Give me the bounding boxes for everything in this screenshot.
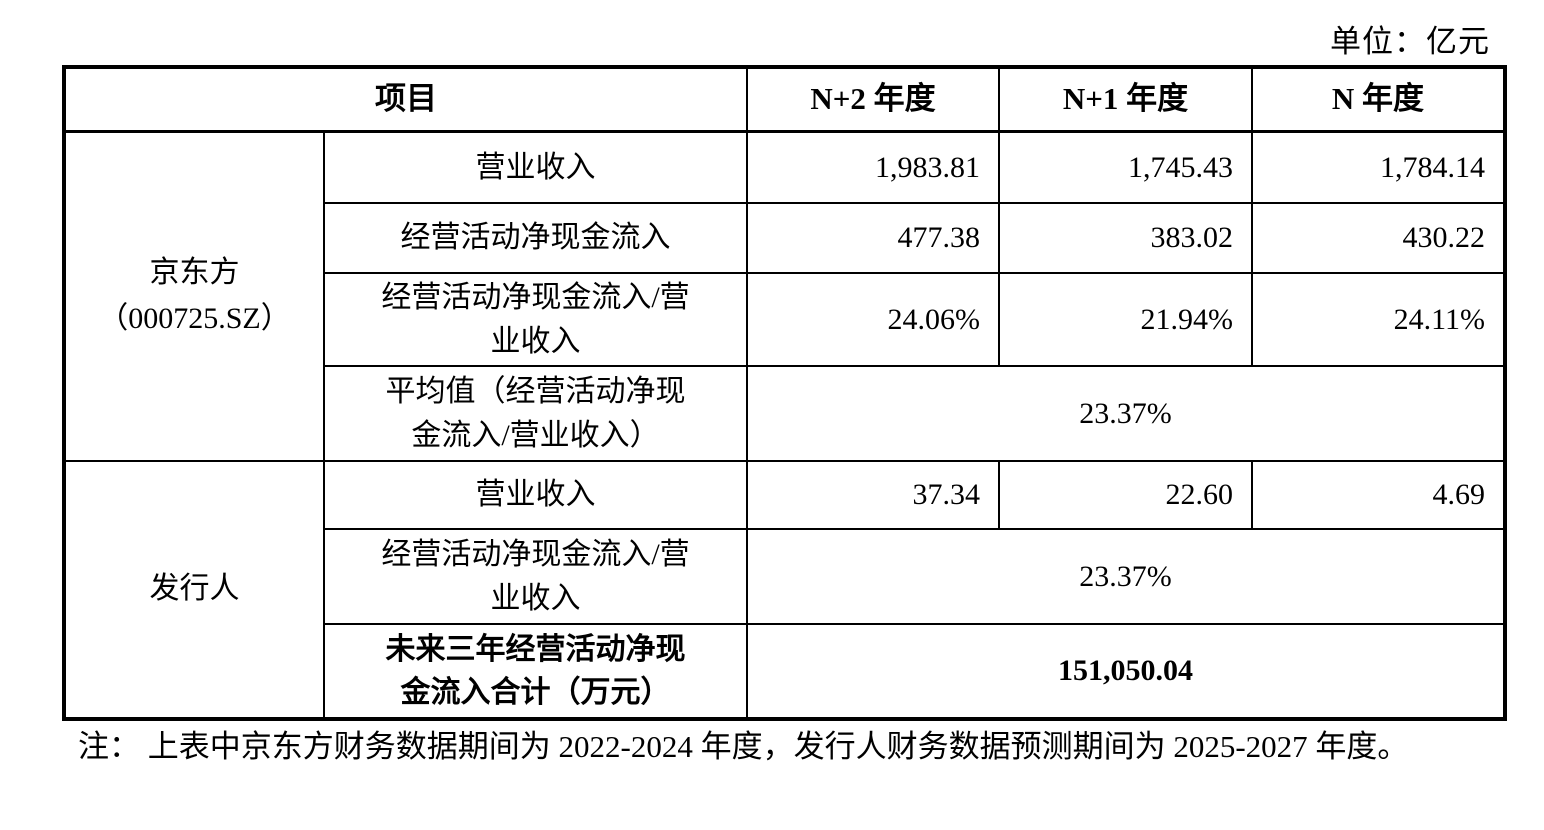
value-n1: 383.02: [998, 202, 1253, 274]
value-n2: 1,983.81: [746, 130, 1000, 204]
table-row-issuer-revenue: 发行人 营业收入 37.34 22.60 4.69: [63, 460, 1506, 720]
entity-cell-issuer: 发行人: [63, 460, 325, 720]
header-n1: N+1 年度: [998, 66, 1253, 133]
value-n: 4.69: [1251, 460, 1506, 530]
value-n: 24.11%: [1251, 272, 1506, 367]
table-row-boe-average: 平均值（经营活动净现金流入/营业收入） 23.37%: [64, 365, 1506, 462]
header-n: N 年度: [1251, 66, 1506, 133]
header-item: 项目: [63, 66, 748, 133]
table-row-boe-cashflow: 经营活动净现金流入 477.38 383.02 430.22: [64, 202, 1506, 274]
row-label: 营业收入: [323, 130, 748, 204]
row-label: 经营活动净现金流入/营业收入: [323, 272, 748, 367]
merged-value-issuer-total: 151,050.04: [746, 623, 1506, 720]
value-n2: 24.06%: [746, 272, 1000, 367]
value-n1: 1,745.43: [998, 130, 1253, 204]
table-header-row: 项目 N+2 年度 N+1 年度 N 年度: [63, 66, 1506, 133]
entity-boe-ticker: （000725.SZ）: [98, 302, 291, 336]
row-label: 经营活动净现金流入: [323, 202, 748, 274]
table-row-boe-revenue: 京东方 （000725.SZ） 营业收入 1,983.81 1,745.43 1…: [63, 130, 1506, 462]
value-n: 1,784.14: [1251, 130, 1506, 204]
row-label: 平均值（经营活动净现金流入/营业收入）: [323, 365, 748, 462]
header-n2: N+2 年度: [746, 66, 1000, 133]
value-n2: 477.38: [746, 202, 1000, 274]
merged-value-boe-average: 23.37%: [746, 365, 1506, 462]
footnote: 注： 上表中京东方财务数据期间为 2022-2024 年度，发行人财务数据预测期…: [78, 729, 1409, 764]
entity-cell-boe: 京东方 （000725.SZ）: [63, 130, 325, 462]
merged-value-issuer-ratio: 23.37%: [746, 528, 1506, 625]
financial-table: 项目 N+2 年度 N+1 年度 N 年度 京东方 （000725.SZ） 营业…: [62, 65, 1507, 721]
table-row-issuer-ratio: 经营活动净现金流入/营业收入 23.37%: [64, 528, 1506, 625]
entity-boe-name: 京东方: [149, 255, 240, 289]
value-n1: 22.60: [998, 460, 1253, 530]
value-n: 430.22: [1251, 202, 1506, 274]
table-row-issuer-total: 未来三年经营活动净现金流入合计（万元） 151,050.04: [64, 623, 1506, 720]
value-n2: 37.34: [746, 460, 1000, 530]
unit-label: 单位：亿元: [1330, 24, 1490, 59]
row-label: 经营活动净现金流入/营业收入: [323, 528, 748, 625]
table-row-boe-ratio: 经营活动净现金流入/营业收入 24.06% 21.94% 24.11%: [64, 272, 1506, 367]
row-label: 未来三年经营活动净现金流入合计（万元）: [323, 623, 748, 720]
value-n1: 21.94%: [998, 272, 1253, 367]
row-label: 营业收入: [323, 460, 748, 530]
